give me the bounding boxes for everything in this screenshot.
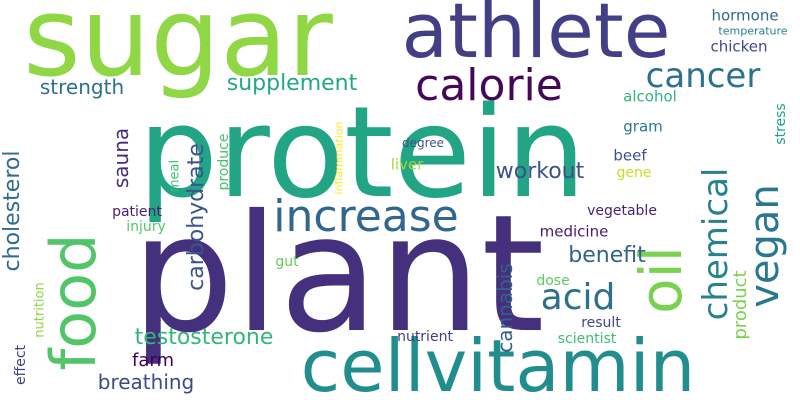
- word-plant: plant: [131, 181, 545, 369]
- word-farm: farm: [132, 350, 174, 371]
- word-effect: effect: [13, 344, 29, 386]
- word-vegetable: vegetable: [587, 203, 657, 219]
- word-calorie: calorie: [415, 60, 563, 111]
- word-liver: liver: [390, 155, 424, 174]
- word-chemical: chemical: [696, 167, 736, 321]
- word-degree: degree: [401, 136, 445, 150]
- word-testosterone: testosterone: [134, 325, 274, 350]
- word-food: food: [37, 233, 110, 371]
- word-inflammation: inflammation: [332, 121, 346, 195]
- word-gram: gram: [623, 117, 663, 136]
- word-cellvitamin: cellvitamin: [300, 324, 696, 400]
- word-protein: protein: [138, 79, 586, 226]
- word-vegan: vegan: [742, 184, 788, 308]
- word-scientist: scientist: [557, 331, 617, 347]
- word-workout: workout: [495, 159, 585, 184]
- word-acid: acid: [540, 277, 616, 318]
- word-chicken: chicken: [710, 37, 768, 56]
- word-hormone: hormone: [711, 6, 779, 25]
- word-cannabis: cannabis: [493, 263, 517, 353]
- word-injury: injury: [126, 219, 166, 235]
- word-strength: strength: [39, 75, 125, 99]
- word-beef: beef: [613, 146, 647, 165]
- word-nutrition: nutrition: [32, 282, 48, 338]
- word-supplement: supplement: [226, 71, 358, 96]
- word-sugar: sugar: [23, 0, 333, 101]
- word-gene: gene: [616, 165, 652, 181]
- word-breathing: breathing: [97, 370, 195, 394]
- word-athlete: athlete: [401, 0, 671, 75]
- word-patient: patient: [112, 204, 162, 220]
- word-dose: dose: [536, 273, 570, 289]
- word-nutrient: nutrient: [397, 329, 453, 345]
- word-meal: meal: [167, 159, 183, 193]
- word-increase: increase: [273, 191, 459, 242]
- word-temperature: temperature: [718, 24, 788, 38]
- word-cholesterol: cholesterol: [0, 150, 25, 272]
- word-produce: produce: [216, 133, 232, 191]
- word-gut: gut: [275, 254, 299, 270]
- word-stress: stress: [773, 103, 789, 145]
- word-cancer: cancer: [645, 56, 761, 96]
- word-benefit: benefit: [568, 243, 646, 268]
- word-carbohydrate: carbohydrate: [184, 143, 209, 291]
- word-medicine: medicine: [539, 222, 609, 241]
- word-product: product: [730, 270, 751, 340]
- word-sauna: sauna: [109, 127, 133, 189]
- word-alcohol: alcohol: [623, 87, 677, 106]
- word-result: result: [581, 315, 621, 331]
